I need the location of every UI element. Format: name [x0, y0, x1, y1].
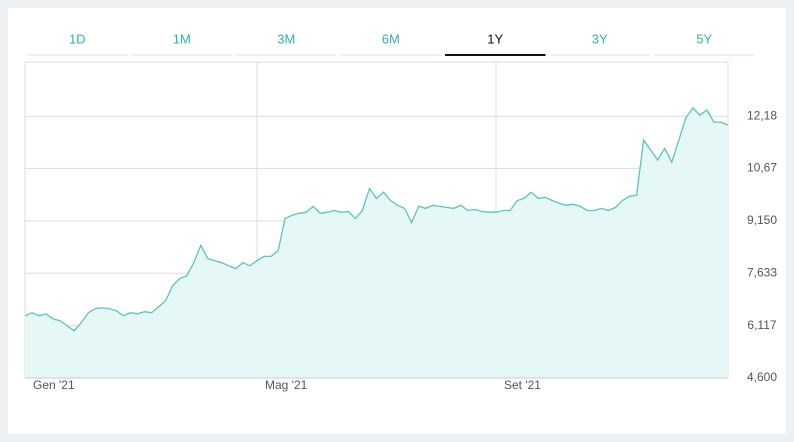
area-fill [25, 107, 728, 379]
tab[interactable]: 3Y [592, 31, 608, 46]
tab[interactable]: 6M [382, 31, 400, 46]
x-tick-label: Gen '21 [33, 378, 75, 392]
tab[interactable]: 1D [69, 31, 86, 46]
y-tick-label: 12,18 [747, 108, 777, 122]
tab[interactable]: 5Y [696, 31, 712, 46]
tab[interactable]: 1M [173, 31, 191, 46]
tab[interactable]: 3M [277, 31, 295, 46]
price-line [24, 106, 729, 332]
y-tick-label: 9,150 [747, 213, 777, 227]
y-tick-label: 6,117 [747, 318, 776, 332]
x-tick-label: Mag '21 [265, 378, 308, 392]
tab[interactable]: 1Y [487, 31, 503, 46]
y-tick-label: 10,67 [747, 161, 777, 175]
y-tick-label: 4,600 [747, 370, 777, 384]
y-tick-label: 7,633 [747, 265, 777, 279]
x-tick-label: Set '21 [504, 378, 541, 392]
